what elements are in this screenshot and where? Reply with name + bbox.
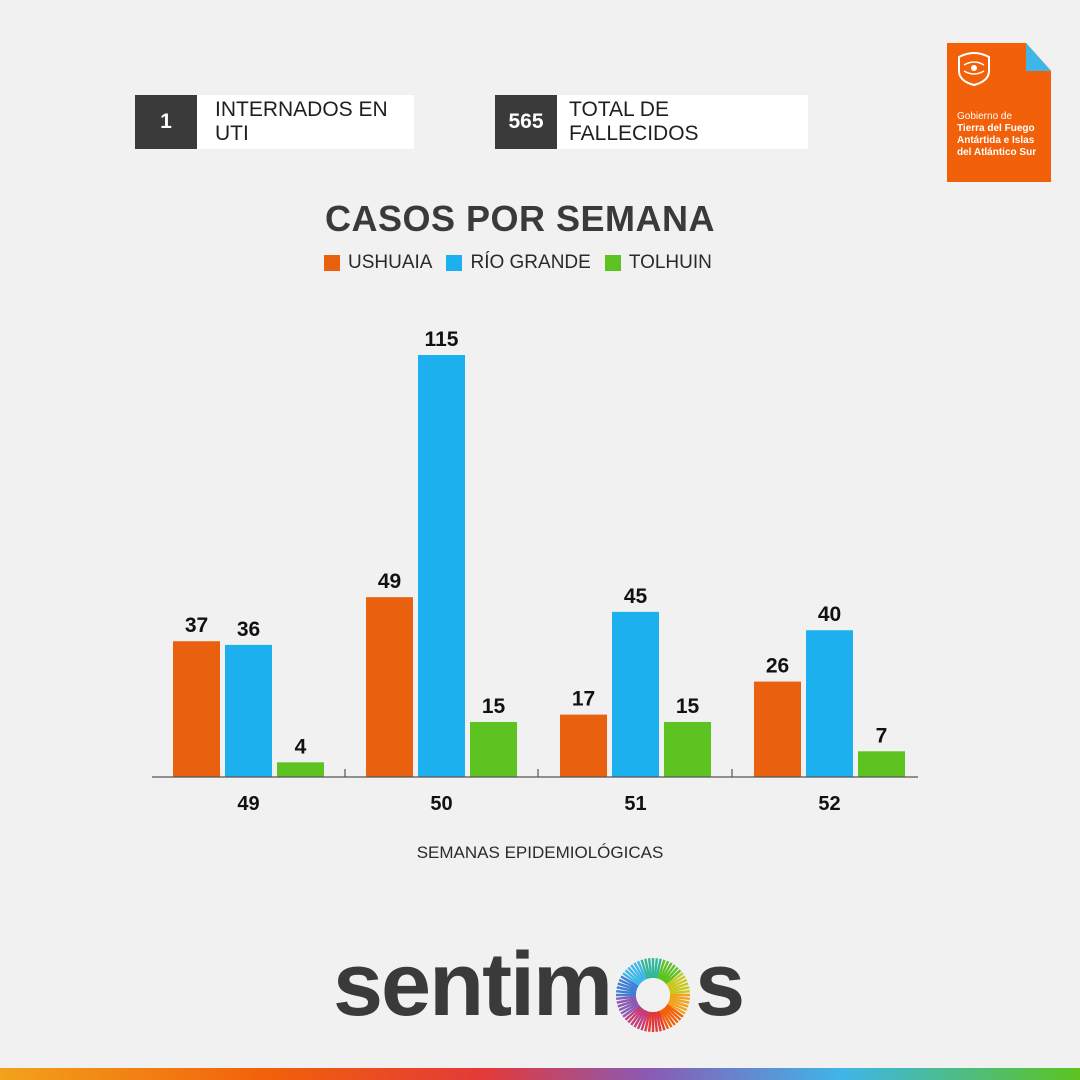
x-tick-label-51: 51: [624, 793, 646, 815]
bar-tolhuin-51: [664, 721, 711, 777]
data-label-ushuaia-49: 37: [185, 614, 208, 637]
stat-internados-label: INTERNADOS EN UTI: [197, 95, 414, 149]
data-label-tolhuin-49: 4: [295, 735, 307, 758]
brand-text-suffix: s: [695, 934, 745, 1035]
chart-legend: USHUAIA RÍO GRANDE TOLHUIN: [324, 252, 726, 274]
sentimos-logo: sentim s: [333, 934, 745, 1035]
stat-fallecidos-value: 565: [495, 95, 557, 149]
gov-line-2: Tierra del Fuego: [957, 123, 1035, 134]
bar-rio-grande-49: [225, 644, 272, 777]
legend-swatch-tolhuin: [604, 255, 621, 271]
legend-item-rio-grande: RÍO GRANDE: [446, 252, 591, 274]
gov-line-3: Antártida e Islas: [957, 135, 1035, 146]
bar-ushuaia-49: [173, 641, 220, 777]
chart-title: CASOS POR SEMANA: [324, 198, 716, 239]
data-label-rio-grande-51: 45: [624, 585, 648, 608]
x-tick-label-49: 49: [237, 793, 259, 815]
data-label-tolhuin-51: 15: [676, 695, 700, 718]
gov-line-4: del Atlántico Sur: [957, 147, 1037, 158]
data-label-rio-grande-52: 40: [818, 603, 841, 626]
bottom-color-strip: [0, 1068, 1080, 1080]
brand-text-prefix: sentim: [333, 934, 613, 1035]
stat-internados: 1 INTERNADOS EN UTI: [135, 95, 414, 149]
government-name: Gobierno de Tierra del Fuego Antártida e…: [957, 111, 1049, 159]
data-label-rio-grande-49: 36: [237, 618, 260, 641]
legend-item-tolhuin: TOLHUIN: [604, 252, 712, 274]
data-label-tolhuin-52: 7: [876, 724, 888, 747]
bar-rio-grande-52: [806, 630, 853, 777]
legend-label-tolhuin: TOLHUIN: [628, 252, 712, 273]
data-label-ushuaia-52: 26: [766, 655, 789, 678]
bar-tolhuin-50: [470, 721, 517, 777]
bar-ushuaia-52: [754, 681, 801, 777]
data-label-ushuaia-51: 17: [572, 688, 595, 711]
provincial-emblem-icon: [958, 52, 990, 87]
bar-ushuaia-50: [366, 597, 413, 777]
stat-internados-value: 1: [135, 95, 197, 149]
legend-item-ushuaia: USHUAIA: [324, 252, 432, 274]
legend-swatch-rio-grande: [446, 255, 463, 271]
x-axis-title: SEMANAS EPIDEMIOLÓGICAS: [416, 843, 664, 862]
bar-rio-grande-50: [418, 355, 465, 777]
legend-label-rio-grande: RÍO GRANDE: [470, 252, 591, 273]
legend-label-ushuaia: USHUAIA: [348, 252, 433, 273]
gov-line-1: Gobierno de: [957, 111, 1013, 122]
legend-swatch-ushuaia: [324, 255, 340, 271]
stat-fallecidos: 565 TOTAL DE FALLECIDOS: [495, 95, 808, 149]
bar-rio-grande-51: [612, 611, 659, 777]
x-tick-label-50: 50: [430, 793, 452, 815]
x-tick-label-52: 52: [818, 793, 840, 815]
data-label-ushuaia-50: 49: [378, 570, 401, 593]
colorful-circle-icon: [616, 958, 691, 1032]
bar-ushuaia-51: [560, 714, 607, 777]
data-label-rio-grande-50: 115: [425, 328, 459, 351]
data-label-tolhuin-50: 15: [482, 695, 506, 718]
stat-fallecidos-label: TOTAL DE FALLECIDOS: [557, 95, 808, 149]
bar-tolhuin-52: [858, 751, 905, 777]
bar-tolhuin-49: [277, 762, 324, 777]
